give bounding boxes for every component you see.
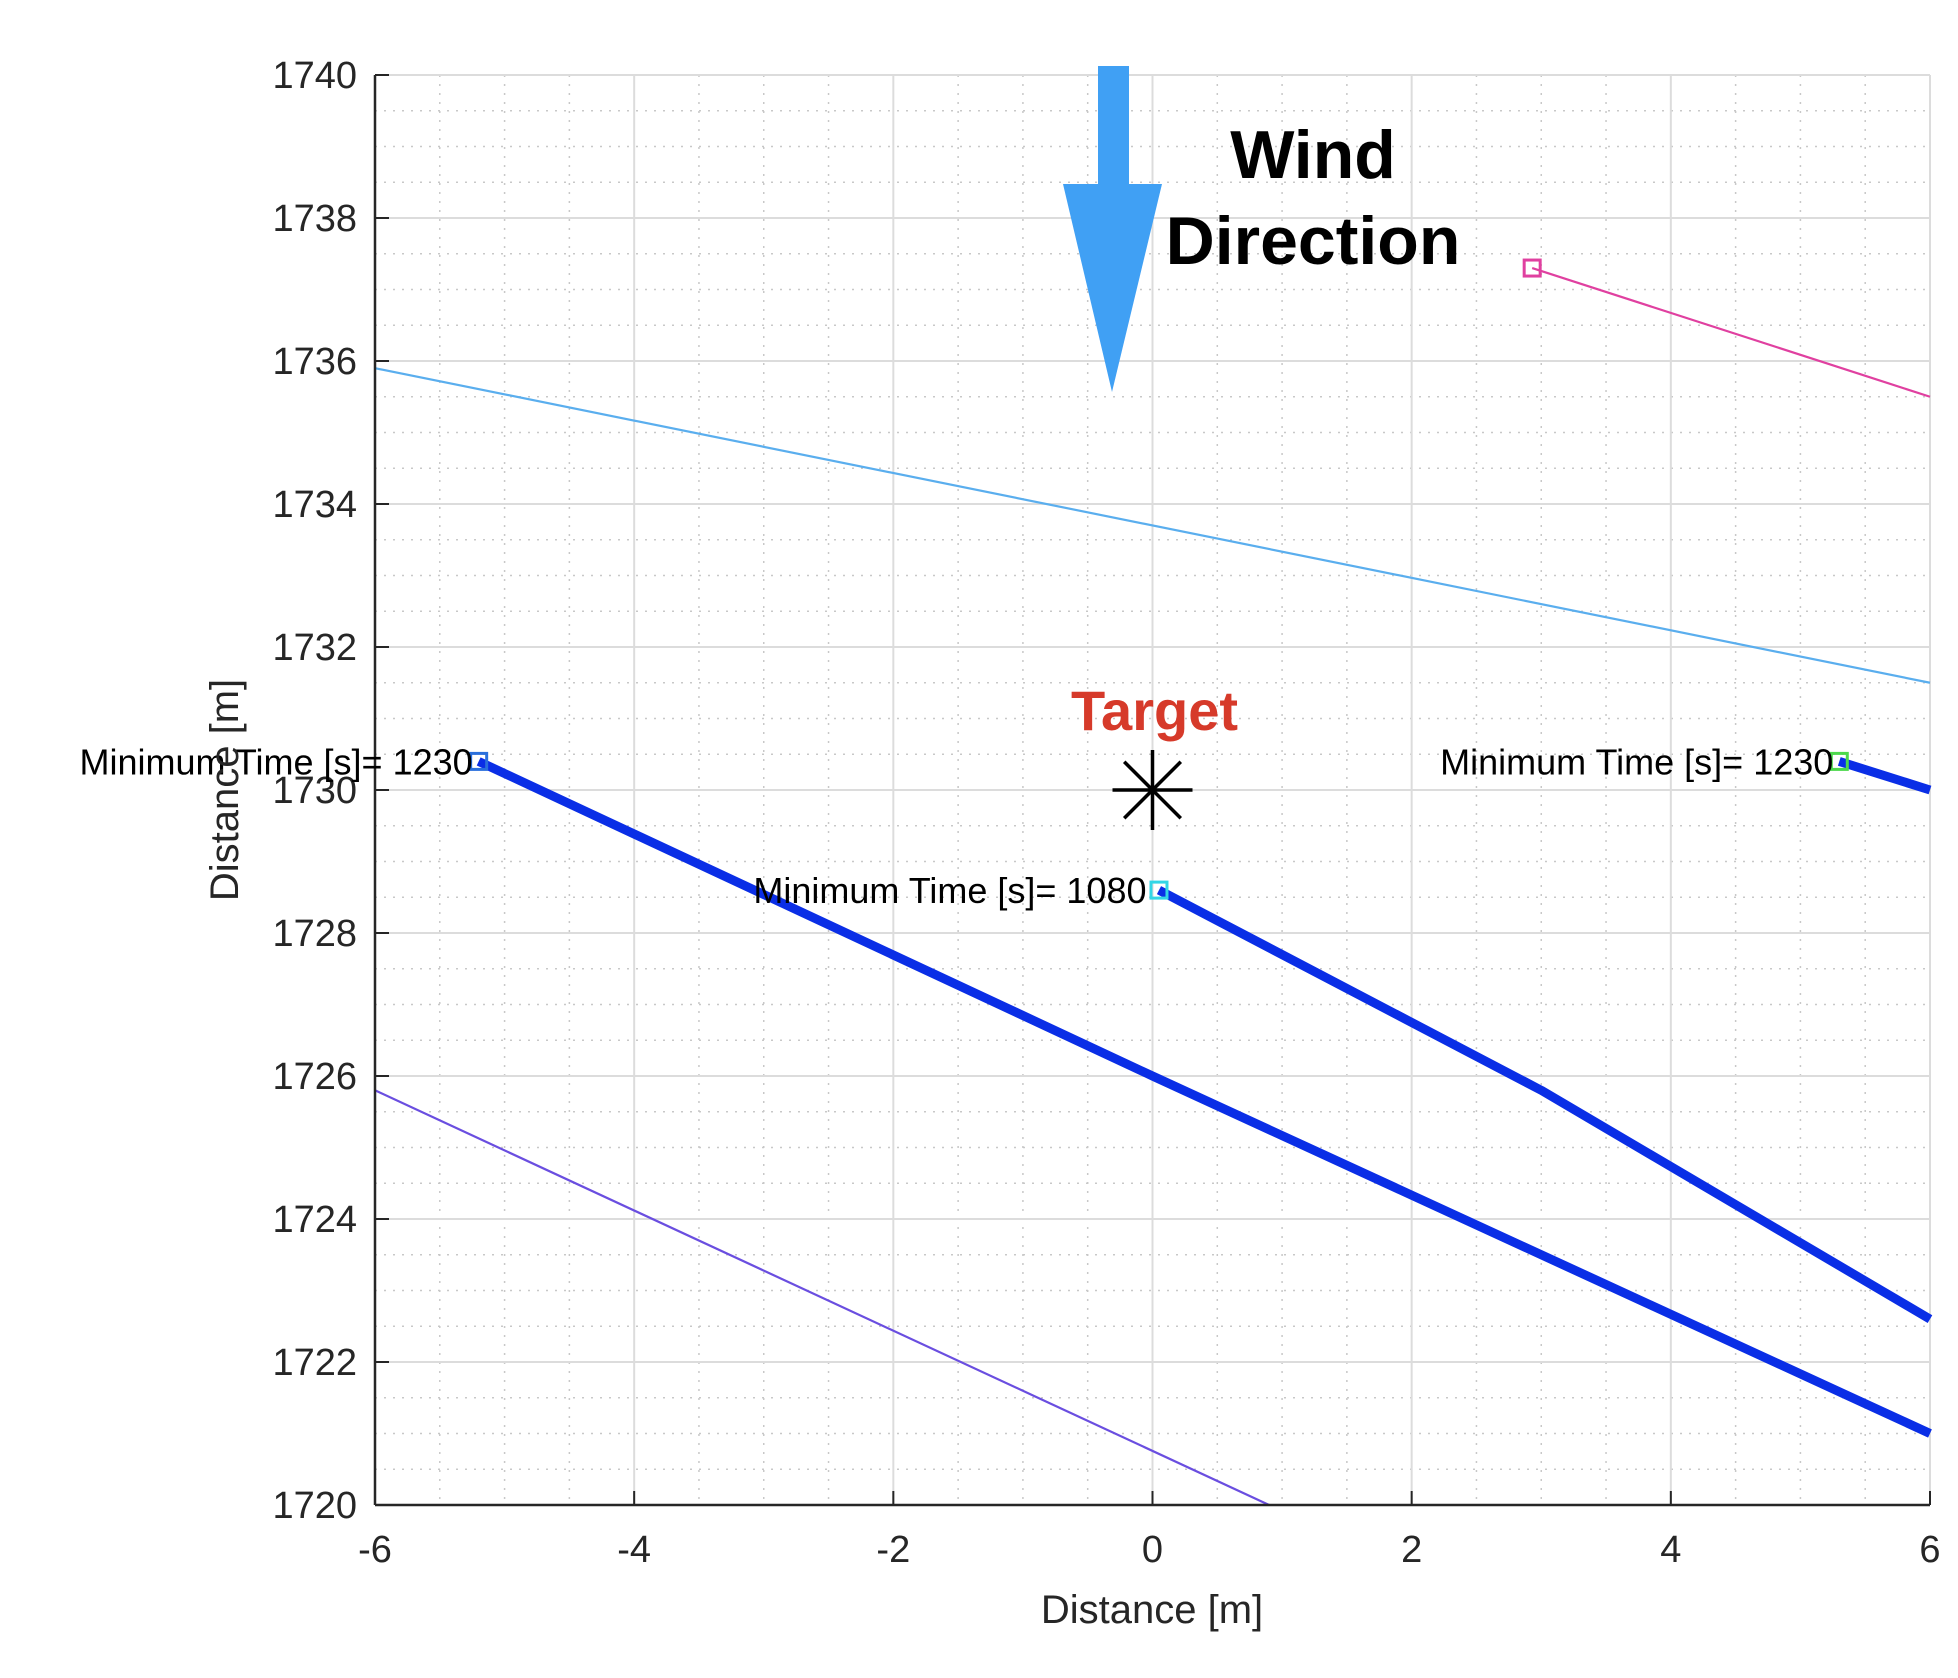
x-axis-label: Distance [m] bbox=[1041, 1588, 1263, 1632]
minimum-time-label: Minimum Time [s]= 1230 bbox=[80, 741, 473, 782]
y-tick-label: 1726 bbox=[272, 1056, 357, 1098]
wind-direction-label: Direction bbox=[1166, 203, 1461, 279]
axes: -6 -4 -2 0 2 4 6 1720 1722 1724 1726 1728 1730 1732 17… bbox=[272, 55, 1940, 1571]
y-tick-label: 1722 bbox=[272, 1342, 357, 1384]
series-line-4 bbox=[1156, 886, 1933, 1323]
x-tick-label: 4 bbox=[1660, 1529, 1681, 1571]
series-line-2 bbox=[374, 367, 1931, 684]
y-tick-label: 1738 bbox=[272, 198, 357, 240]
wind-direction-label: Wind bbox=[1230, 117, 1396, 193]
wind-arrow-shaft bbox=[1098, 66, 1129, 186]
y-tick-label: 1730 bbox=[272, 770, 357, 812]
y-tick-label: 1736 bbox=[272, 341, 357, 383]
series-group bbox=[374, 258, 1933, 1506]
y-tick-label: 1728 bbox=[272, 913, 357, 955]
x-tick-label: 2 bbox=[1401, 1529, 1422, 1571]
y-axis-label: Distance [m] bbox=[203, 679, 247, 901]
wind-direction-arrow bbox=[1063, 66, 1162, 392]
y-tick-label: 1734 bbox=[272, 484, 357, 526]
x-tick-label: -4 bbox=[617, 1529, 651, 1571]
y-tick-label: 1740 bbox=[272, 55, 357, 97]
y-tick-label: 1720 bbox=[272, 1485, 357, 1527]
x-tick-label: 0 bbox=[1142, 1529, 1163, 1571]
series-marker-4 bbox=[1149, 880, 1169, 900]
y-tick-label: 1732 bbox=[272, 627, 357, 669]
target-label: Target bbox=[1071, 679, 1238, 742]
x-tick-label: -6 bbox=[358, 1529, 392, 1571]
series-marker-5 bbox=[1829, 751, 1849, 771]
series-line-1 bbox=[1531, 267, 1931, 398]
wind-arrow-head bbox=[1063, 184, 1162, 392]
minimum-time-label: Minimum Time [s]= 1230 bbox=[1440, 741, 1833, 782]
minimum-time-label: Minimum Time [s]= 1080 bbox=[753, 870, 1146, 911]
series-marker-3 bbox=[469, 751, 489, 771]
series-line-6 bbox=[374, 1089, 1270, 1506]
target-marker-stroke bbox=[1122, 760, 1183, 820]
x-tick-label: 6 bbox=[1919, 1529, 1940, 1571]
series-marker-1 bbox=[1522, 258, 1542, 278]
annotations: Minimum Time [s]= 1230 Minimum Time [s]= … bbox=[80, 66, 1833, 911]
series-line-3 bbox=[476, 757, 1932, 1438]
y-tick-label: 1724 bbox=[272, 1199, 357, 1241]
x-tick-label: -2 bbox=[876, 1529, 910, 1571]
target-marker bbox=[1112, 750, 1193, 830]
series-line-5 bbox=[1837, 757, 1932, 795]
